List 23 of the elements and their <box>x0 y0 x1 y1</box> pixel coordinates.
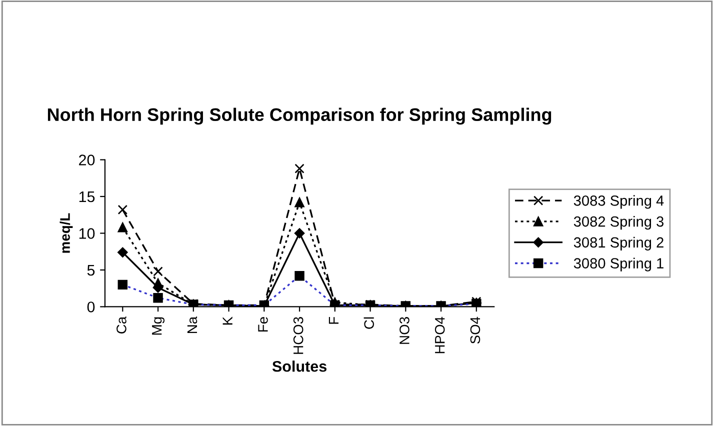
x-tick-label: Mg <box>152 317 164 335</box>
x-tick-label: NO3 <box>400 317 410 344</box>
y-tick-label: 0 <box>87 302 95 312</box>
legend-label: 3082 Spring 3 <box>574 216 664 230</box>
y-axis-title: meq/L <box>60 213 73 253</box>
x-tick-label: SO4 <box>470 316 480 344</box>
x-tick-label: Ca <box>116 316 126 334</box>
x-tick-label: Fe <box>258 317 268 332</box>
chart-title: North Horn Spring Solute Comparison for Spring Sampling <box>48 108 552 125</box>
x-tick-label: K <box>222 316 232 325</box>
legend-label: 3080 Spring 1 <box>574 258 664 272</box>
x-tick-label: Cl <box>364 317 374 329</box>
y-tick-label: 10 <box>79 228 95 239</box>
x-tick-label: HCO3 <box>293 317 304 354</box>
y-tick-label: 20 <box>79 154 95 166</box>
y-tick-label: 15 <box>79 192 95 202</box>
legend-label: 3081 Spring 2 <box>574 236 664 250</box>
x-tick-label: Na <box>187 316 198 334</box>
legend-label: 3083 Spring 4 <box>574 195 664 209</box>
y-tick-label: 5 <box>87 265 95 276</box>
x-tick-label: HPO4 <box>434 316 445 354</box>
x-axis-title: Solutes <box>272 360 326 372</box>
x-tick-label: F <box>328 317 338 324</box>
